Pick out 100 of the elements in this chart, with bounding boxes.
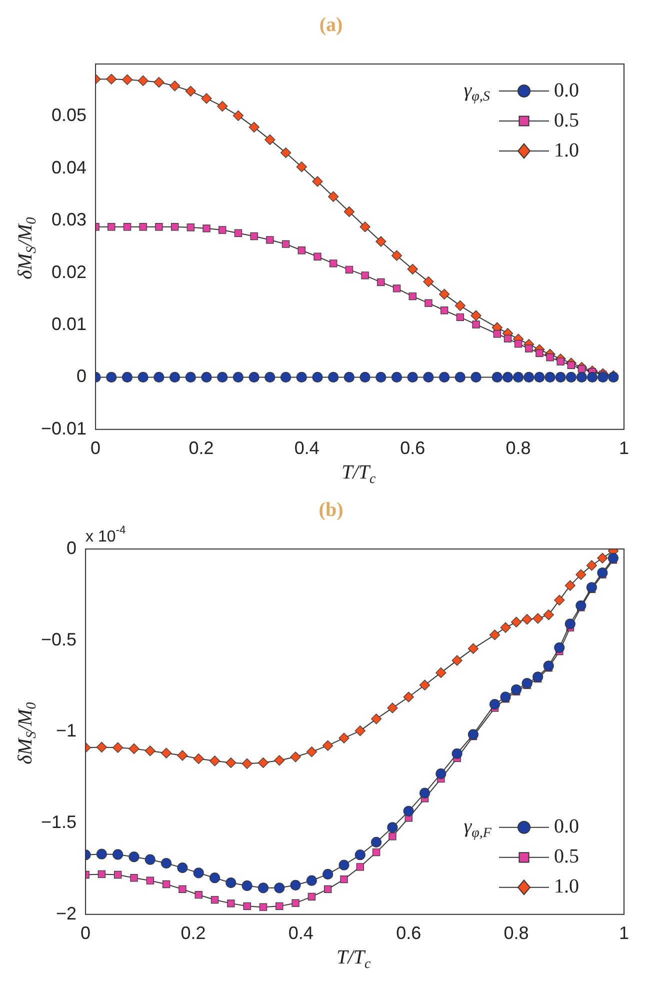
point [586,560,597,571]
point [344,372,355,382]
point [282,240,290,248]
point [108,223,116,231]
point [112,849,124,860]
point [274,882,285,894]
point [566,372,576,382]
x-tick-label: 0.2 [180,923,206,944]
point [138,372,148,382]
point [546,354,554,362]
point [522,614,532,625]
point [122,372,133,382]
point [407,372,418,382]
y-tick-label: 0.01 [52,314,87,334]
point [177,862,188,874]
x-tick-label: 1 [618,923,630,944]
point [423,276,434,287]
x-tick-label: 0.2 [188,438,214,458]
point [454,300,466,311]
point [170,372,180,382]
point [586,582,597,593]
point [387,822,398,833]
point [138,75,148,86]
point [186,224,195,232]
point [502,372,514,382]
point [338,860,350,870]
point [280,147,292,158]
point [161,858,172,869]
point [154,372,164,382]
point [408,292,416,300]
point [525,344,533,352]
point [439,288,450,300]
point [556,358,564,366]
point [554,642,565,653]
point [128,852,140,862]
legend-label: 0.5 [554,846,579,868]
point [201,372,212,382]
point [170,223,179,231]
x-tick-label: 0.6 [396,923,422,944]
point [391,250,402,261]
point [500,692,511,702]
point [290,752,301,762]
point [376,236,386,247]
point [312,372,323,382]
point [586,372,598,382]
point [128,743,140,754]
point [306,875,317,886]
point [209,872,220,884]
point [524,372,534,382]
point [436,768,446,780]
x-tick-label: 0.8 [506,438,531,458]
point [452,748,462,759]
point [522,678,532,689]
point [554,594,565,606]
y-axis-title: δMS/M0 [14,217,40,280]
point [468,643,479,654]
point [314,252,322,260]
point [185,86,196,96]
y-axis-title: δMS/M0 [14,702,40,764]
legend-label: 1.0 [554,876,579,898]
point [597,552,608,564]
legend-label: 0.5 [554,109,579,132]
point [248,372,260,382]
y-tick-label: 0.02 [52,262,87,282]
point [454,372,466,382]
point [403,806,414,816]
point [511,684,522,695]
point [392,284,401,292]
point [170,80,180,92]
point [144,746,156,756]
y-tick-label: 0.05 [52,105,87,126]
point [555,372,566,382]
x-tick-label: 0 [90,438,101,458]
point [250,232,258,240]
point [242,758,252,769]
point [470,310,482,321]
point [209,756,220,766]
point [345,266,354,274]
x-tick-label: 0.8 [504,923,529,944]
point [452,655,462,666]
legend-label: 0.0 [554,79,579,102]
point [407,264,418,274]
point [578,365,586,373]
point [598,372,608,382]
point [511,616,522,628]
y-tick-label: −0.01 [41,418,87,438]
point [234,229,242,237]
x-tick-label: 1 [618,438,630,458]
point [354,725,366,736]
point [96,742,107,753]
point [330,260,338,268]
point [210,896,219,904]
point [536,349,544,358]
point [106,74,117,84]
point [201,93,212,104]
point [576,569,586,580]
point [123,223,132,231]
x-tick-label: 0.4 [294,438,320,458]
point [371,714,382,724]
point [194,891,202,899]
